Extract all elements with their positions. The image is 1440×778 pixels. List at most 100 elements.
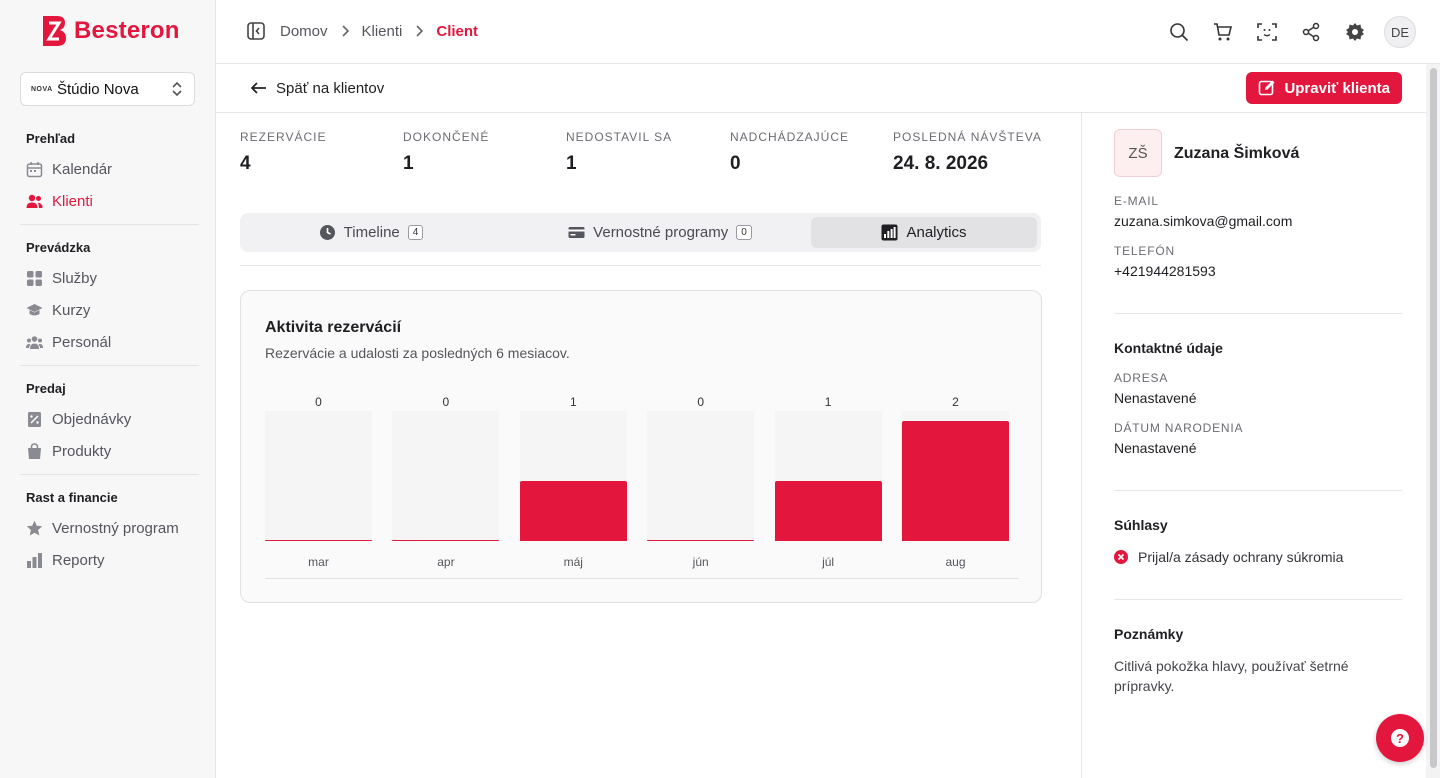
breadcrumb-clients[interactable]: Klienti bbox=[361, 22, 403, 40]
bar-apr[interactable] bbox=[392, 540, 500, 541]
tab-analytics[interactable]: Analytics bbox=[811, 217, 1037, 248]
email-value[interactable]: zuzana.simkova@gmail.com bbox=[1114, 213, 1293, 229]
booking-activity-card: Aktivita rezervácií Rezervácie a udalost… bbox=[240, 290, 1042, 603]
back-to-clients-link[interactable]: Späť na klientov bbox=[250, 79, 384, 97]
tab-count-badge: 4 bbox=[407, 225, 424, 240]
contact-details-heading: Kontaktné údaje bbox=[1114, 340, 1223, 356]
breadcrumb-current: Client bbox=[436, 22, 479, 40]
card-icon bbox=[568, 227, 585, 238]
bar-máj[interactable] bbox=[519, 481, 627, 541]
sidebar-item-sluzby[interactable]: Služby bbox=[26, 270, 97, 287]
sidebar-item-produkty[interactable]: Produkty bbox=[26, 443, 111, 460]
bar-value-label: 1 bbox=[824, 395, 832, 409]
stat-label: REZERVÁCIE bbox=[240, 130, 327, 144]
bar-value-label: 2 bbox=[952, 395, 959, 409]
sidebar-item-label: Vernostný program bbox=[52, 520, 179, 537]
bar-aug[interactable] bbox=[902, 421, 1009, 541]
stat-value: 1 bbox=[403, 153, 414, 174]
card-subtitle: Rezervácie a udalosti za posledných 6 me… bbox=[265, 345, 570, 361]
nav-section-rast-a-financie: Rast a financie bbox=[26, 490, 118, 505]
tab-timeline[interactable]: Timeline 4 bbox=[244, 217, 498, 248]
stat-label: DOKONČENÉ bbox=[403, 130, 490, 144]
chevron-right-icon bbox=[416, 25, 424, 37]
stat-value: 24. 8. 2026 bbox=[893, 153, 989, 174]
receipt-icon bbox=[28, 412, 41, 427]
sidebar-toggle-icon[interactable] bbox=[246, 21, 266, 41]
star-icon bbox=[26, 520, 43, 536]
scrollbar-thumb[interactable] bbox=[1430, 68, 1437, 768]
bar-column: 1 júl bbox=[774, 387, 882, 579]
stat-no-show: NEDOSTAVIL SA 1 bbox=[566, 130, 672, 175]
scan-button[interactable] bbox=[1252, 17, 1282, 47]
studio-name: Štúdio Nova bbox=[57, 80, 139, 98]
chevron-up-down-icon bbox=[172, 81, 182, 97]
sidebar: Besteron NOVA Štúdio Nova Prehľad Kalend… bbox=[0, 0, 216, 778]
sidebar-item-reporty[interactable]: Reporty bbox=[26, 552, 105, 569]
bar-track bbox=[265, 411, 372, 541]
client-detail-panel: ZŠ Zuzana Šimková E-MAIL zuzana.simkova@… bbox=[1081, 113, 1426, 778]
bar-track bbox=[647, 411, 755, 541]
calendar-icon bbox=[26, 162, 43, 178]
bar-júl[interactable] bbox=[774, 481, 882, 541]
search-button[interactable] bbox=[1164, 17, 1194, 47]
sidebar-item-objednavky[interactable]: Objednávky bbox=[26, 411, 131, 428]
email-label: E-MAIL bbox=[1114, 194, 1159, 208]
tab-count-badge: 0 bbox=[736, 225, 752, 240]
bar-value-label: 0 bbox=[697, 395, 705, 409]
address-label: ADRESA bbox=[1114, 371, 1169, 385]
x-tick-label: aug bbox=[945, 555, 966, 569]
topbar-actions: DE bbox=[1164, 16, 1416, 48]
sidebar-item-vernostny-program[interactable]: Vernostný program bbox=[26, 520, 179, 537]
sidebar-item-klienti[interactable]: Klienti bbox=[26, 193, 93, 210]
sidebar-item-personal[interactable]: Personál bbox=[26, 334, 111, 351]
nav-divider bbox=[20, 224, 199, 225]
share-icon bbox=[1302, 22, 1320, 42]
edit-client-button[interactable]: Upraviť klienta bbox=[1246, 72, 1402, 104]
bar-value-label: 1 bbox=[569, 395, 577, 409]
bag-icon bbox=[28, 443, 41, 459]
cart-button[interactable] bbox=[1208, 17, 1238, 47]
phone-value[interactable]: +421944281593 bbox=[1114, 263, 1216, 279]
brand-logo[interactable]: Besteron bbox=[40, 14, 180, 48]
settings-button[interactable] bbox=[1340, 17, 1370, 47]
consent-text: Prijal/a zásady ochrany súkromia bbox=[1138, 549, 1344, 565]
tab-loyalty-programs[interactable]: Vernostné programy 0 bbox=[510, 217, 810, 248]
cart-icon bbox=[1214, 23, 1233, 41]
bar-column: 0 apr bbox=[392, 387, 500, 579]
stat-value: 4 bbox=[240, 153, 251, 174]
client-tabs: Timeline 4 Vernostné programy 0 Analytic… bbox=[240, 213, 1041, 252]
besteron-logo-icon bbox=[43, 16, 66, 46]
x-tick-label: jún bbox=[692, 555, 709, 569]
studio-selector[interactable]: NOVA Štúdio Nova bbox=[20, 72, 195, 106]
stat-reservations: REZERVÁCIE 4 bbox=[240, 130, 326, 175]
user-avatar[interactable]: DE bbox=[1384, 16, 1416, 48]
sidebar-item-kurzy[interactable]: Kurzy bbox=[26, 302, 90, 319]
bar-jún[interactable] bbox=[647, 540, 755, 541]
bar-column: 0 mar bbox=[265, 387, 372, 579]
bar-chart-icon bbox=[27, 553, 42, 568]
breadcrumb: Domov Klienti Client bbox=[246, 21, 478, 41]
x-tick-label: mar bbox=[308, 555, 329, 569]
birth-date-value: Nenastavené bbox=[1114, 440, 1197, 456]
stat-value: 0 bbox=[730, 153, 741, 174]
arrow-left-icon bbox=[250, 82, 266, 94]
x-circle-icon bbox=[1114, 550, 1128, 564]
stat-value: 1 bbox=[566, 153, 577, 174]
breadcrumb-home[interactable]: Domov bbox=[280, 22, 328, 40]
bar-column: 0 jún bbox=[647, 387, 755, 579]
team-icon bbox=[26, 336, 43, 349]
sidebar-item-kalendar[interactable]: Kalendár bbox=[26, 161, 112, 178]
client-name: Zuzana Šimková bbox=[1174, 145, 1300, 162]
page-subheader: Späť na klientov Upraviť klienta bbox=[216, 64, 1426, 113]
tab-label: Vernostné programy bbox=[593, 224, 729, 241]
consents-heading: Súhlasy bbox=[1114, 517, 1168, 533]
x-tick-label: máj bbox=[563, 555, 583, 569]
analytics-icon bbox=[881, 224, 898, 241]
edit-icon bbox=[1259, 80, 1275, 96]
bar-mar[interactable] bbox=[265, 540, 372, 541]
phone-label: TELEFÓN bbox=[1114, 244, 1175, 258]
share-button[interactable] bbox=[1296, 17, 1326, 47]
page-scrollbar[interactable] bbox=[1426, 64, 1440, 778]
help-button[interactable]: ? bbox=[1376, 714, 1424, 762]
tab-label: Analytics bbox=[906, 224, 967, 241]
